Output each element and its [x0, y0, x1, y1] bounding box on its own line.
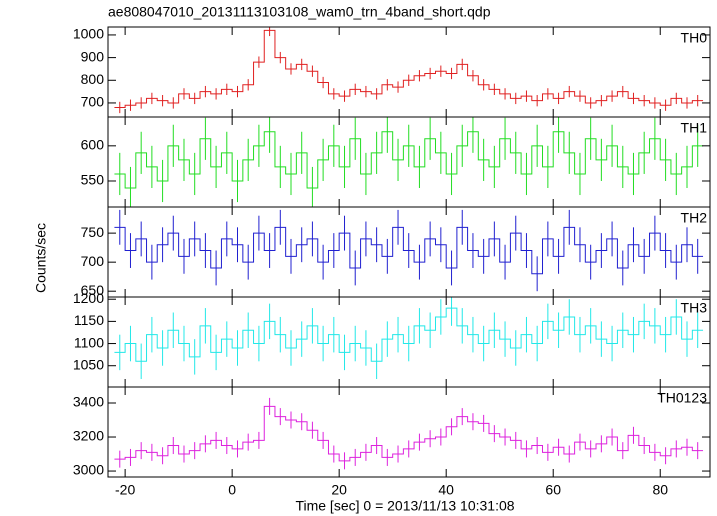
y-tick-label: 550	[81, 172, 105, 188]
y-tick-label: 750	[81, 224, 105, 240]
y-tick-label: 600	[81, 137, 105, 153]
y-tick-label: 650	[81, 282, 105, 298]
y-tick-label: 1050	[73, 356, 104, 372]
panel-frame	[107, 386, 711, 478]
panel-label: TH1	[681, 120, 708, 136]
chart-title: ae808047010_20131113103108_wam0_trn_4ban…	[108, 4, 491, 20]
y-tick-label: 3200	[73, 428, 104, 444]
panel	[114, 397, 704, 470]
y-tick-label: 700	[81, 94, 105, 110]
x-tick-label: -20	[115, 482, 135, 498]
x-tick-label: 20	[331, 482, 347, 498]
panel	[114, 27, 704, 114]
step-line	[114, 29, 704, 108]
panel-label: TH0	[681, 30, 708, 46]
panel	[114, 297, 704, 380]
y-tick-label: 1150	[74, 312, 104, 328]
panel-label: TH0123	[657, 390, 707, 406]
x-axis-label: Time [sec] 0 = 2013/11/13 10:31:08	[295, 498, 514, 514]
y-tick-label: 900	[81, 48, 105, 64]
step-line	[114, 226, 704, 275]
step-line	[114, 405, 704, 462]
step-line	[114, 307, 704, 362]
y-tick-label: 700	[81, 253, 105, 269]
x-tick-label: 40	[438, 482, 454, 498]
y-tick-label: 1200	[73, 290, 104, 306]
panel	[114, 209, 704, 292]
panel-label: TH3	[681, 300, 708, 316]
y-axis-label: Counts/sec	[33, 223, 49, 293]
step-line	[114, 131, 704, 189]
y-tick-label: 3400	[73, 394, 104, 410]
x-tick-label: 80	[652, 482, 668, 498]
y-tick-label: 3000	[73, 462, 104, 478]
y-tick-label: 1000	[73, 26, 104, 42]
y-tick-label: 800	[81, 71, 105, 87]
y-tick-label: 1100	[74, 334, 104, 350]
x-tick-label: 60	[545, 482, 561, 498]
panel	[114, 117, 704, 207]
x-tick-label: 0	[228, 482, 236, 498]
panel-frame	[107, 26, 711, 118]
panel-label: TH2	[681, 210, 708, 226]
